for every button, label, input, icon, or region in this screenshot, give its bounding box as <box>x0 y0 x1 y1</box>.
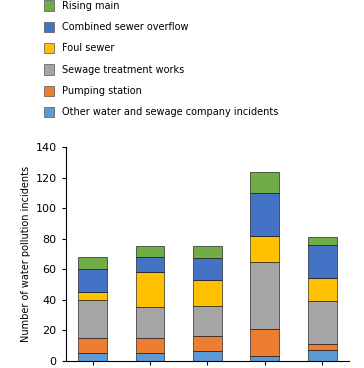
Bar <box>250 171 279 193</box>
Bar <box>193 280 222 306</box>
Text: Foul sewer: Foul sewer <box>62 43 114 53</box>
Bar <box>308 245 337 278</box>
Bar <box>193 351 222 361</box>
Bar <box>193 246 222 258</box>
Text: Other water and sewage company incidents: Other water and sewage company incidents <box>62 107 278 117</box>
Bar <box>136 307 165 338</box>
Bar <box>308 301 337 344</box>
Bar <box>136 246 165 257</box>
Bar <box>308 350 337 361</box>
Bar <box>78 269 107 292</box>
Bar <box>308 278 337 301</box>
Y-axis label: Number of water pollution incidents: Number of water pollution incidents <box>21 166 31 342</box>
Bar <box>78 257 107 269</box>
Bar <box>78 292 107 300</box>
Bar <box>136 257 165 272</box>
Bar <box>250 193 279 236</box>
Bar <box>193 336 222 351</box>
Bar <box>308 344 337 350</box>
Bar <box>136 353 165 361</box>
Bar <box>78 338 107 353</box>
Bar <box>250 262 279 329</box>
Text: Pumping station: Pumping station <box>62 86 142 96</box>
Bar <box>78 300 107 338</box>
Text: Sewage treatment works: Sewage treatment works <box>62 64 184 75</box>
Bar <box>250 356 279 361</box>
Bar <box>308 237 337 245</box>
Bar <box>136 272 165 307</box>
Bar <box>78 353 107 361</box>
Text: Combined sewer overflow: Combined sewer overflow <box>62 22 189 32</box>
Bar <box>193 306 222 336</box>
Bar <box>250 329 279 356</box>
Bar <box>193 258 222 280</box>
Text: Rising main: Rising main <box>62 0 119 11</box>
Bar <box>136 338 165 353</box>
Bar <box>250 236 279 262</box>
